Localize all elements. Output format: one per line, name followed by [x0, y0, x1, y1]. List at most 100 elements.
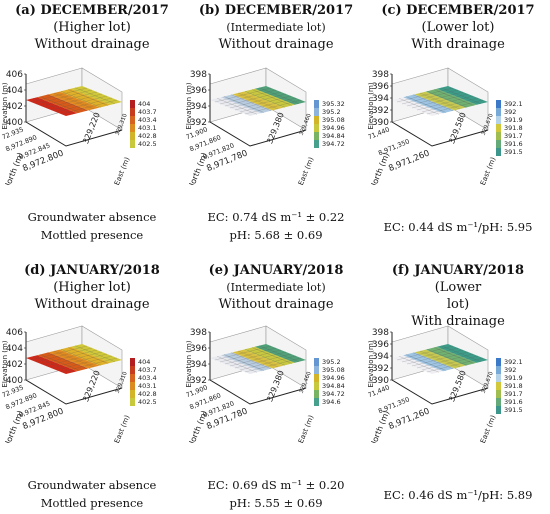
panel-title-bold: (d) JANUARY/2018: [24, 263, 160, 278]
mesh-line: [426, 99, 484, 115]
legend-label: 403.4: [138, 374, 157, 382]
legend-label: 392.1: [504, 358, 523, 366]
legend-label: 391.6: [504, 398, 523, 406]
panel-f: (f) JANUARY/2018 (Lower lot) With draina…: [368, 262, 548, 330]
legend-label: 392: [504, 366, 516, 374]
panel-title-rest: (Lower: [434, 280, 482, 295]
legend-label: 392.1: [504, 100, 523, 108]
panel-condition: Without drainage: [218, 37, 334, 52]
mesh-line: [244, 91, 286, 108]
legend-swatch: [496, 406, 501, 414]
mesh-line: [50, 95, 108, 111]
mesh-line: [45, 351, 103, 367]
legend-label: 391.5: [504, 406, 523, 414]
x-tick-label: 329,220: [81, 369, 102, 403]
z-tick-label: 390: [372, 118, 389, 128]
panel-a: (a) DECEMBER/2017 (Higher lot) Without d…: [2, 2, 182, 53]
mesh-line: [67, 347, 109, 364]
mesh-line: [60, 91, 102, 108]
z-tick-label: 394: [190, 360, 207, 370]
z-axis-label: Elevation (m): [186, 340, 193, 387]
legend-label: 395.2: [322, 108, 341, 116]
mesh-line: [433, 347, 475, 364]
legend-label: 391.8: [504, 382, 523, 390]
legend-label: 403.1: [138, 124, 157, 132]
z-tick-label: 400: [6, 376, 23, 386]
legend-swatch: [496, 390, 501, 398]
legend-label: 402.5: [138, 140, 157, 148]
mesh-line: [426, 357, 484, 373]
legend-swatch: [314, 390, 319, 398]
legend-label: 402.8: [138, 390, 157, 398]
caption-line: EC: 0.46 dS m⁻¹/pH: 5.89: [383, 488, 533, 502]
mesh-line: [244, 357, 302, 373]
legend-label: 391.6: [504, 140, 523, 148]
axis-edge: [391, 379, 489, 405]
z-tick-label: 402: [6, 102, 23, 112]
legend-label: 394.96: [322, 374, 345, 382]
legend-label: 395.08: [322, 116, 345, 124]
caption-b: EC: 0.74 dS m⁻¹ ± 0.22 pH: 5.68 ± 0.69: [186, 208, 366, 244]
panel-subtitle: (Higher lot): [53, 280, 131, 295]
mesh-line: [45, 93, 103, 109]
z-tick-label: 398: [372, 328, 389, 338]
legend-swatch: [496, 366, 501, 374]
z-tick-label: 396: [190, 86, 207, 96]
legend-swatch: [314, 374, 319, 382]
panel-b: (b) DECEMBER/2017 (Intermediate lot) Wit…: [186, 2, 366, 53]
mesh-line: [74, 87, 116, 104]
z-tick-label: 392: [372, 364, 389, 374]
legend-swatch: [130, 390, 135, 398]
mesh-line: [411, 93, 469, 109]
legend-label: 402.8: [138, 132, 157, 140]
caption-line: Groundwater absence: [27, 210, 157, 224]
mesh-line: [50, 353, 108, 369]
z-tick-label: 394: [190, 102, 207, 112]
legend-label: 391.8: [504, 124, 523, 132]
legend-swatch: [314, 124, 319, 132]
panel-title-bold: (b) DECEMBER/2017: [198, 3, 354, 18]
legend-swatch: [314, 132, 319, 140]
legend-swatch: [130, 132, 135, 140]
panel-title: (c) DECEMBER/2017: [368, 2, 548, 19]
z-tick-label: 392: [372, 106, 389, 116]
panel-title-bold: (e) JANUARY/2018: [208, 263, 344, 278]
caption-f: EC: 0.46 dS m⁻¹/pH: 5.89: [368, 486, 548, 504]
x-axis-label: East (m): [113, 414, 132, 443]
x-axis-label: East (m): [297, 156, 316, 185]
z-tick-label: 404: [6, 344, 23, 354]
panel-title-bold: (c) DECEMBER/2017: [381, 3, 535, 18]
legend-swatch: [496, 100, 501, 108]
panel-subtitle: (Higher lot): [53, 20, 131, 35]
legend-swatch: [130, 374, 135, 382]
legend-label: 404: [138, 100, 150, 108]
z-axis-label: Elevation (m): [2, 82, 9, 129]
y-tick-label: 8,971,260: [387, 407, 431, 432]
mesh-line: [416, 95, 474, 111]
legend-swatch: [496, 140, 501, 148]
mesh-line: [258, 345, 300, 362]
legend-swatch: [130, 140, 135, 148]
caption-line: Mottled presence: [40, 496, 144, 510]
legend-swatch: [314, 100, 319, 108]
y-tick-label: 8,971,260: [387, 149, 431, 174]
legend-label: 402.5: [138, 398, 157, 406]
legend-swatch: [130, 116, 135, 124]
mesh-line: [411, 351, 469, 367]
z-tick-label: 406: [6, 328, 23, 338]
mesh-line: [251, 347, 293, 364]
x-tick-label: 329,380: [265, 369, 286, 403]
mesh-line: [229, 351, 287, 367]
z-tick-label: 398: [190, 328, 207, 338]
legend-label: 394.96: [322, 124, 345, 132]
z-tick-label: 402: [6, 360, 23, 370]
caption-line: pH: 5.55 ± 0.69: [229, 496, 323, 510]
legend-label: 391.7: [504, 390, 523, 398]
mesh-line: [433, 89, 475, 106]
z-tick-label: 404: [6, 86, 23, 96]
legend-swatch: [130, 382, 135, 390]
x-axis-label: East (m): [479, 414, 498, 443]
mesh-line: [244, 99, 302, 115]
